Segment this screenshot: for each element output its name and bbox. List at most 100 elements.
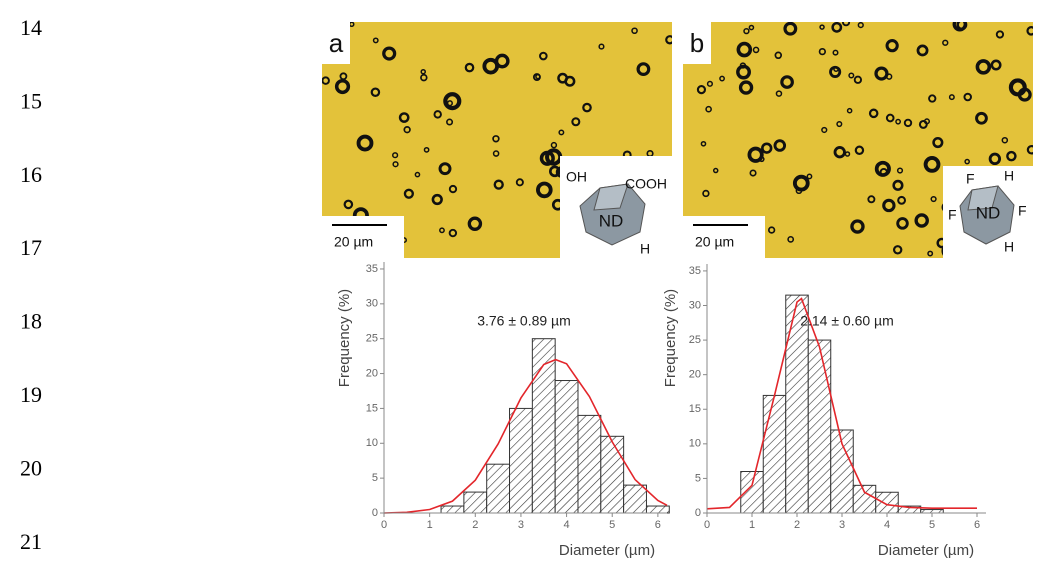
x-tick-label: 6 <box>974 519 980 531</box>
x-axis-label: Diameter (µm) <box>878 542 974 559</box>
y-tick-label: 25 <box>366 333 378 345</box>
droplet <box>930 195 937 203</box>
droplet <box>343 199 354 210</box>
droplet <box>706 80 714 87</box>
droplet <box>836 121 843 128</box>
y-tick-label: 20 <box>366 367 378 379</box>
scale-label: 20 µm <box>695 234 734 250</box>
droplet <box>1026 26 1033 36</box>
droplet <box>775 90 783 97</box>
droplet <box>892 179 904 191</box>
droplet <box>712 167 719 174</box>
droplet <box>743 27 750 35</box>
y-tick-label: 30 <box>366 298 378 310</box>
droplet <box>582 102 592 113</box>
y-tick-label: 10 <box>366 437 378 449</box>
droplet <box>848 72 855 79</box>
droplet <box>761 142 773 154</box>
line-number: 16 <box>20 162 42 187</box>
droplet <box>1006 150 1017 162</box>
droplet <box>334 78 351 95</box>
droplet <box>1001 136 1009 144</box>
scale-label: 20 µm <box>334 234 373 250</box>
x-tick-label: 1 <box>427 519 433 531</box>
y-tick-label: 15 <box>366 402 378 414</box>
droplet <box>557 72 569 84</box>
droplet <box>942 39 949 46</box>
droplet <box>773 139 787 152</box>
droplet <box>433 110 442 119</box>
droplet <box>482 57 500 75</box>
x-tick-label: 0 <box>704 519 710 531</box>
fit-curve <box>383 358 668 514</box>
chem-label: F <box>966 171 975 187</box>
chem-label: H <box>1004 168 1014 184</box>
droplet <box>895 118 902 125</box>
droplet <box>535 73 541 80</box>
droplet <box>885 39 899 53</box>
bar <box>486 463 511 514</box>
annotation: 3.76 ± 0.89 µm <box>477 313 571 329</box>
droplet <box>696 85 707 95</box>
line-number: 17 <box>20 235 42 260</box>
droplet <box>885 113 895 123</box>
bar <box>875 491 899 514</box>
droplet <box>322 76 330 85</box>
droplet <box>868 108 879 119</box>
scale-box <box>683 216 765 258</box>
chem-label: ND <box>599 211 624 230</box>
droplet <box>783 22 798 36</box>
bar <box>920 509 944 514</box>
x-tick-label: 2 <box>472 519 478 531</box>
y-tick-label: 5 <box>695 472 701 484</box>
fit-curve <box>706 297 977 510</box>
droplet <box>492 150 500 157</box>
droplet <box>539 51 548 61</box>
droplet <box>975 59 992 75</box>
droplet <box>448 228 458 238</box>
droplet <box>832 49 839 56</box>
droplet <box>548 165 561 178</box>
droplet <box>842 22 851 27</box>
nanodiamond <box>579 183 646 246</box>
droplet <box>874 66 889 81</box>
droplet <box>850 219 865 234</box>
droplet <box>923 156 941 173</box>
droplet <box>988 152 1002 166</box>
x-tick-label: 4 <box>884 519 890 531</box>
line-number: 19 <box>20 382 42 407</box>
y-axis-label: Frequency (%) <box>662 289 679 387</box>
bar <box>600 435 625 514</box>
x-axis-label: Diameter (µm) <box>559 542 655 559</box>
droplet <box>747 146 764 163</box>
chem-label: F <box>1018 203 1027 219</box>
droplet <box>948 94 955 101</box>
droplet <box>636 62 651 76</box>
line-number: 21 <box>20 529 42 554</box>
droplet <box>882 198 896 213</box>
bar <box>440 505 465 514</box>
droplet <box>892 245 903 255</box>
droplet <box>414 171 421 178</box>
droplet <box>631 27 638 35</box>
droplet <box>438 162 452 176</box>
droplet <box>370 87 381 98</box>
y-tick-label: 35 <box>689 265 701 277</box>
droplet <box>448 184 458 194</box>
droplet <box>780 75 794 89</box>
droplet <box>903 118 913 128</box>
facet <box>593 183 629 211</box>
droplet <box>515 178 524 187</box>
droplet <box>927 250 934 257</box>
droplet <box>550 141 558 149</box>
droplet <box>829 65 842 78</box>
droplet <box>857 22 864 29</box>
droplet <box>492 135 500 143</box>
bar <box>645 505 670 514</box>
droplet <box>923 118 931 125</box>
droplet <box>392 152 399 159</box>
bar <box>762 394 787 514</box>
droplet <box>571 117 581 127</box>
droplet <box>787 235 795 243</box>
